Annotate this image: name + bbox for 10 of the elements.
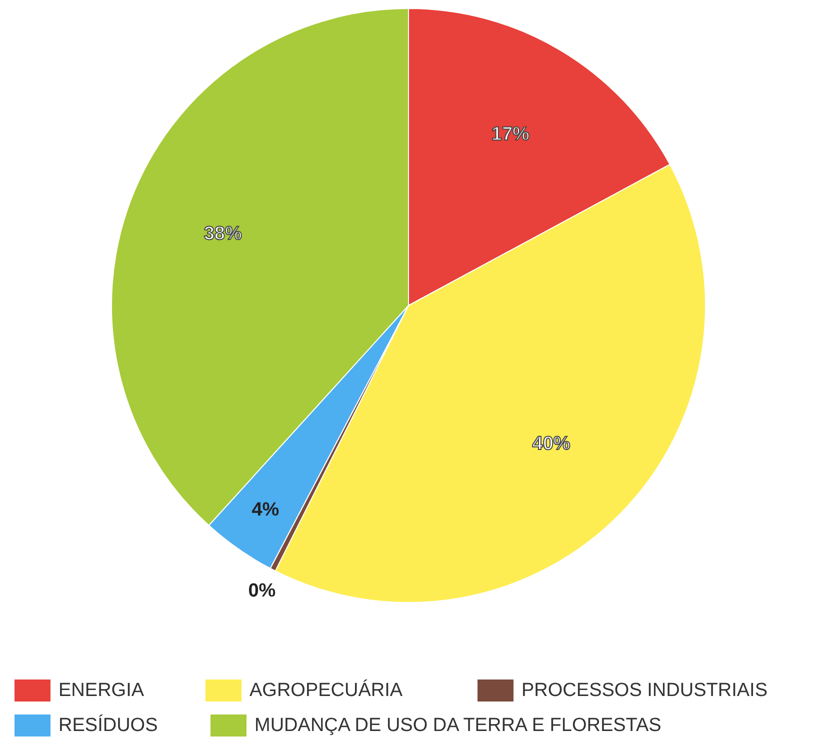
legend-label: ENERGIA — [58, 680, 144, 701]
legend-label: MUDANÇA DE USO DA TERRA E FLORESTAS — [254, 715, 662, 736]
data-label: 38% — [204, 223, 242, 244]
data-label: 40% — [532, 434, 570, 455]
data-label: 17% — [491, 124, 530, 146]
data-label: 0% — [248, 580, 276, 602]
legend-label: PROCESSOS INDUSTRIAIS — [522, 680, 768, 701]
legend-label: AGROPECUÁRIA — [250, 679, 403, 701]
data-label: 4% — [252, 499, 280, 520]
legend-label: RESÍDUOS — [58, 714, 158, 736]
